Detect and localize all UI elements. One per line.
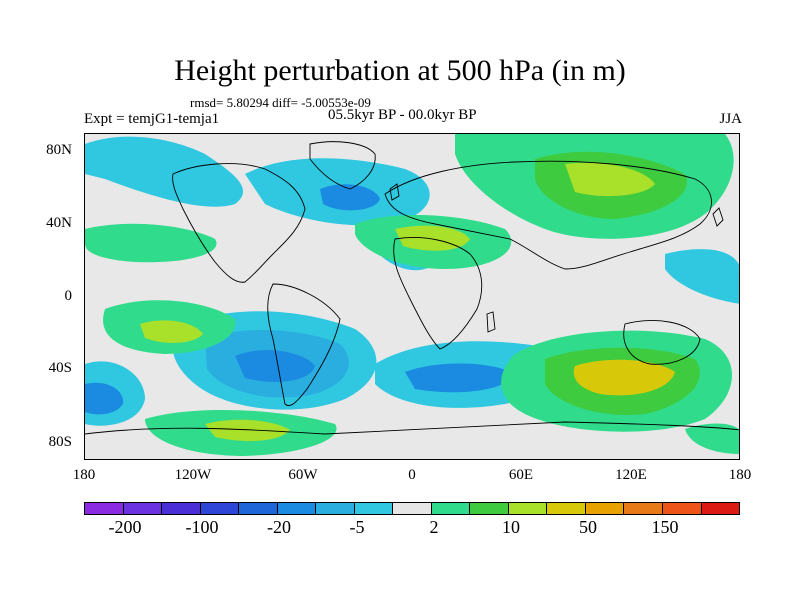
lat-tick-80s: 80S (48, 434, 72, 450)
coast-eurasia (384, 160, 712, 270)
lat-tick-80n: 80N (46, 142, 72, 158)
coast-madagascar (486, 311, 496, 333)
colorbar (84, 502, 740, 515)
experiment-label: Expt = temjG1-temja1 (84, 111, 220, 127)
colorbar-box-9 (431, 503, 471, 514)
pos-region-antarctic-east (685, 423, 739, 454)
colorbar-box-7 (354, 503, 394, 514)
colorbar-label: 2 (429, 517, 439, 537)
colorbar-box-11 (508, 503, 548, 514)
pos-region-north-pacific (85, 223, 217, 263)
coast-antarctica (85, 421, 739, 435)
colorbar-box-14 (624, 503, 663, 514)
colorbar-label: -20 (267, 517, 291, 537)
lon-tick-120w: 120W (174, 467, 212, 483)
colorbar-label: -5 (349, 517, 365, 537)
pos-region-asia-core (565, 162, 655, 197)
colorbar-label: 50 (579, 517, 597, 537)
neg-region-south-pacific-core (235, 350, 315, 382)
coast-australia (623, 320, 701, 365)
colorbar-label: -100 (185, 517, 219, 537)
neg-region-south-indian-core (405, 363, 515, 393)
coast-japan (712, 207, 724, 227)
colorbar-box-0 (85, 503, 124, 514)
lon-tick-180e: 180 (728, 467, 752, 483)
coastlines (85, 141, 739, 435)
lon-tick-180w: 180 (72, 467, 96, 483)
colorbar-box-13 (585, 503, 625, 514)
coast-africa (393, 237, 483, 350)
period-label: 05.5kyr BP - 00.0kyr BP (328, 107, 477, 123)
colorbar-label: 10 (502, 517, 520, 537)
pos-region-mediterranean-core (395, 225, 470, 251)
lon-tick-60e: 60E (508, 467, 534, 483)
lat-tick-40s: 40S (48, 360, 72, 376)
neg-region-east-pacific (665, 249, 739, 304)
map-title: Height perturbation at 500 hPa (in m) (174, 54, 626, 87)
colorbar-box-10 (470, 503, 509, 514)
colorbar-box-6 (316, 503, 355, 514)
colorbar-box-12 (547, 503, 586, 514)
lon-tick-0: 0 (408, 467, 416, 483)
coast-north-america (172, 163, 306, 283)
colorbar-label: -200 (108, 517, 142, 537)
lon-tick-60w: 60W (288, 467, 318, 483)
colorbar-box-2 (162, 503, 201, 514)
neg-region-north-pacific (85, 136, 244, 207)
season-label: JJA (719, 111, 742, 127)
lon-tick-120e: 120E (615, 467, 647, 483)
colorbar-box-16 (701, 503, 740, 514)
pos-region-antarctic-west-core (205, 419, 290, 442)
rmsd-diff-stats: rmsd= 5.80294 diff= -5.00553e-09 (190, 95, 371, 110)
positive-anomaly-regions (85, 134, 739, 456)
colorbar-box-5 (277, 503, 317, 514)
lat-tick-eq: 0 (64, 288, 73, 304)
pos-region-south-indian-core (573, 359, 675, 396)
neg-region-southwest-pacific-core (85, 382, 124, 415)
height-field-map (85, 134, 739, 459)
colorbar-label: 150 (651, 517, 679, 537)
colorbar-box-15 (662, 503, 702, 514)
lat-tick-40n: 40N (46, 215, 72, 231)
neg-region-north-atlantic-core (320, 184, 380, 211)
colorbar-box-1 (123, 503, 163, 514)
pos-region-south-pacific-west-core (140, 320, 203, 343)
coast-uk (389, 183, 400, 201)
map-panel (84, 133, 740, 460)
colorbar-box-3 (200, 503, 240, 514)
colorbar-box-8 (393, 503, 432, 514)
coast-south-america (267, 283, 341, 407)
colorbar-box-4 (239, 503, 278, 514)
coast-greenland (309, 141, 376, 190)
